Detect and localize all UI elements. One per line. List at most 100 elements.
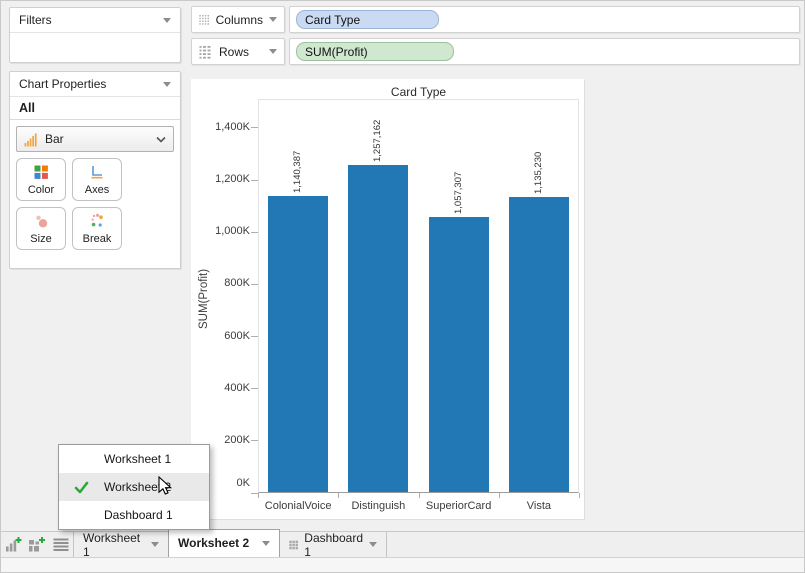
tab-label: Worksheet 1 — [83, 530, 141, 559]
dashboard-grid-icon — [289, 540, 298, 549]
y-axis-tick-label: 1,200K — [215, 173, 250, 186]
filters-title: Filters — [19, 13, 52, 27]
y-axis-tick — [251, 231, 258, 233]
chevron-down-icon — [156, 136, 166, 143]
axes-icon — [89, 159, 105, 184]
color-button-label: Color — [27, 184, 55, 196]
y-axis-tick-label: 600K — [224, 329, 250, 342]
y-axis-tick-label: 200K — [224, 433, 250, 446]
rows-shelf-menu-icon[interactable] — [269, 49, 277, 54]
y-axis-tick-label: 0K — [236, 477, 250, 489]
x-axis-tick — [418, 493, 420, 498]
bar-value-label: 1,140,387 — [292, 150, 304, 193]
tab-worksheet-1[interactable]: Worksheet 1 — [74, 530, 168, 559]
filters-drop-area[interactable] — [10, 33, 180, 61]
menu-item-label: Dashboard 1 — [104, 508, 173, 522]
columns-shelf-menu-icon[interactable] — [269, 17, 277, 22]
tab-worksheet-2[interactable]: Worksheet 2 — [168, 528, 280, 557]
tab-menu-icon[interactable] — [151, 542, 159, 547]
bar-mark[interactable] — [508, 196, 569, 492]
status-bar — [1, 557, 804, 572]
x-axis-tick — [579, 493, 580, 498]
new-dashboard-icon — [29, 537, 45, 552]
y-axis-tick — [251, 388, 258, 390]
tab-label: Worksheet 2 — [178, 536, 250, 550]
new-worksheet-button[interactable] — [1, 533, 25, 557]
y-axis-tick-label: 800K — [224, 277, 250, 290]
x-axis-tick — [258, 493, 259, 498]
x-axis-tick — [498, 493, 500, 498]
tab-label: Dashboard 1 — [304, 530, 363, 559]
chart-properties-header[interactable]: Chart Properties — [10, 72, 180, 97]
bar-value-label: 1,257,162 — [372, 119, 384, 163]
y-axis-tick — [251, 283, 258, 285]
x-category-label[interactable]: ColonialVoice — [264, 500, 332, 512]
bar-mark[interactable] — [348, 165, 409, 492]
menu-item-label: Worksheet 1 — [104, 452, 172, 466]
new-dashboard-button[interactable] — [25, 533, 49, 557]
x-category-label[interactable]: Distinguish — [351, 500, 406, 512]
x-category-label[interactable]: SuperiorCard — [425, 500, 492, 512]
color-swatches-icon — [33, 159, 49, 184]
tab-menu-icon[interactable] — [262, 540, 270, 546]
collapse-icon[interactable] — [163, 81, 171, 87]
scope-row: All — [10, 97, 180, 120]
chart-type-select[interactable]: Bar — [16, 126, 174, 152]
columns-shelf-drop-area[interactable]: Card Type — [289, 6, 800, 33]
color-button[interactable]: Color — [16, 158, 66, 201]
axes-button-label: Axes — [84, 184, 110, 196]
chart-properties-panel: Chart Properties All Bar — [9, 71, 181, 269]
filters-panel: Filters — [9, 7, 181, 63]
y-axis-tick — [251, 492, 258, 494]
menu-item-worksheet-2[interactable]: Worksheet 2 — [59, 473, 209, 501]
y-axis-tick — [251, 179, 258, 181]
separator — [386, 532, 387, 557]
chart-properties-title: Chart Properties — [19, 77, 107, 91]
tab-dashboard-1[interactable]: Dashboard 1 — [280, 530, 386, 559]
bar-value-label: 1,057,307 — [452, 172, 464, 215]
x-category-label[interactable]: Vista — [526, 500, 551, 512]
size-button[interactable]: Size — [16, 207, 66, 250]
scope-label: All — [19, 101, 35, 115]
chart-canvas: Card Type SUM(Profit) 0K 200K 400K 600K 800K… — [191, 79, 584, 519]
checkmark-icon — [74, 481, 89, 493]
axes-button[interactable]: Axes — [72, 158, 122, 201]
bar-mark[interactable] — [428, 217, 489, 492]
columns-shelf-label: Columns — [215, 12, 263, 27]
filters-header[interactable]: Filters — [10, 8, 180, 33]
size-button-label: Size — [30, 233, 52, 245]
worksheet-tab-bar: Worksheet 1 Worksheet 2 Dashboard 1 — [1, 528, 804, 559]
break-button[interactable]: Break — [72, 207, 122, 250]
mouse-cursor-icon — [158, 476, 173, 495]
chart-type-value: Bar — [45, 132, 64, 146]
pill-card-type[interactable]: Card Type — [296, 10, 439, 29]
y-axis-tick-label: 1,000K — [215, 225, 250, 238]
y-axis-tick — [251, 336, 258, 338]
rows-shelf-header[interactable]: Rows — [191, 38, 285, 65]
menu-item-worksheet-1[interactable]: Worksheet 1 — [59, 445, 209, 473]
bar-mark[interactable] — [268, 195, 329, 492]
tab-menu-icon[interactable] — [369, 542, 377, 547]
y-axis-tick-label: 1,400K — [215, 120, 250, 133]
y-axis-tick-label: 400K — [224, 381, 250, 394]
menu-item-dashboard-1[interactable]: Dashboard 1 — [59, 501, 209, 529]
rows-shelf-drop-area[interactable]: SUM(Profit) — [289, 38, 800, 65]
worksheet-list-icon — [53, 538, 69, 551]
new-worksheet-icon — [5, 537, 21, 552]
separator — [73, 532, 74, 557]
rows-icon — [199, 45, 211, 59]
chart-title: Card Type — [390, 85, 447, 99]
worksheet-list-button[interactable] — [49, 533, 73, 557]
y-axis-title: SUM(Profit) — [198, 268, 210, 330]
check-column — [59, 480, 104, 495]
plot-area — [258, 99, 579, 493]
collapse-icon[interactable] — [163, 17, 171, 23]
pill-sum-profit[interactable]: SUM(Profit) — [296, 42, 454, 61]
bar-chart-icon — [24, 133, 37, 146]
bar-value-label: 1,135,230 — [532, 151, 544, 194]
columns-shelf-header[interactable]: Columns — [191, 6, 285, 33]
worksheet-context-menu: Worksheet 1 Worksheet 2 Dashboard 1 — [58, 444, 210, 530]
rows-shelf-label: Rows — [219, 44, 250, 59]
y-axis-tick — [251, 440, 258, 442]
